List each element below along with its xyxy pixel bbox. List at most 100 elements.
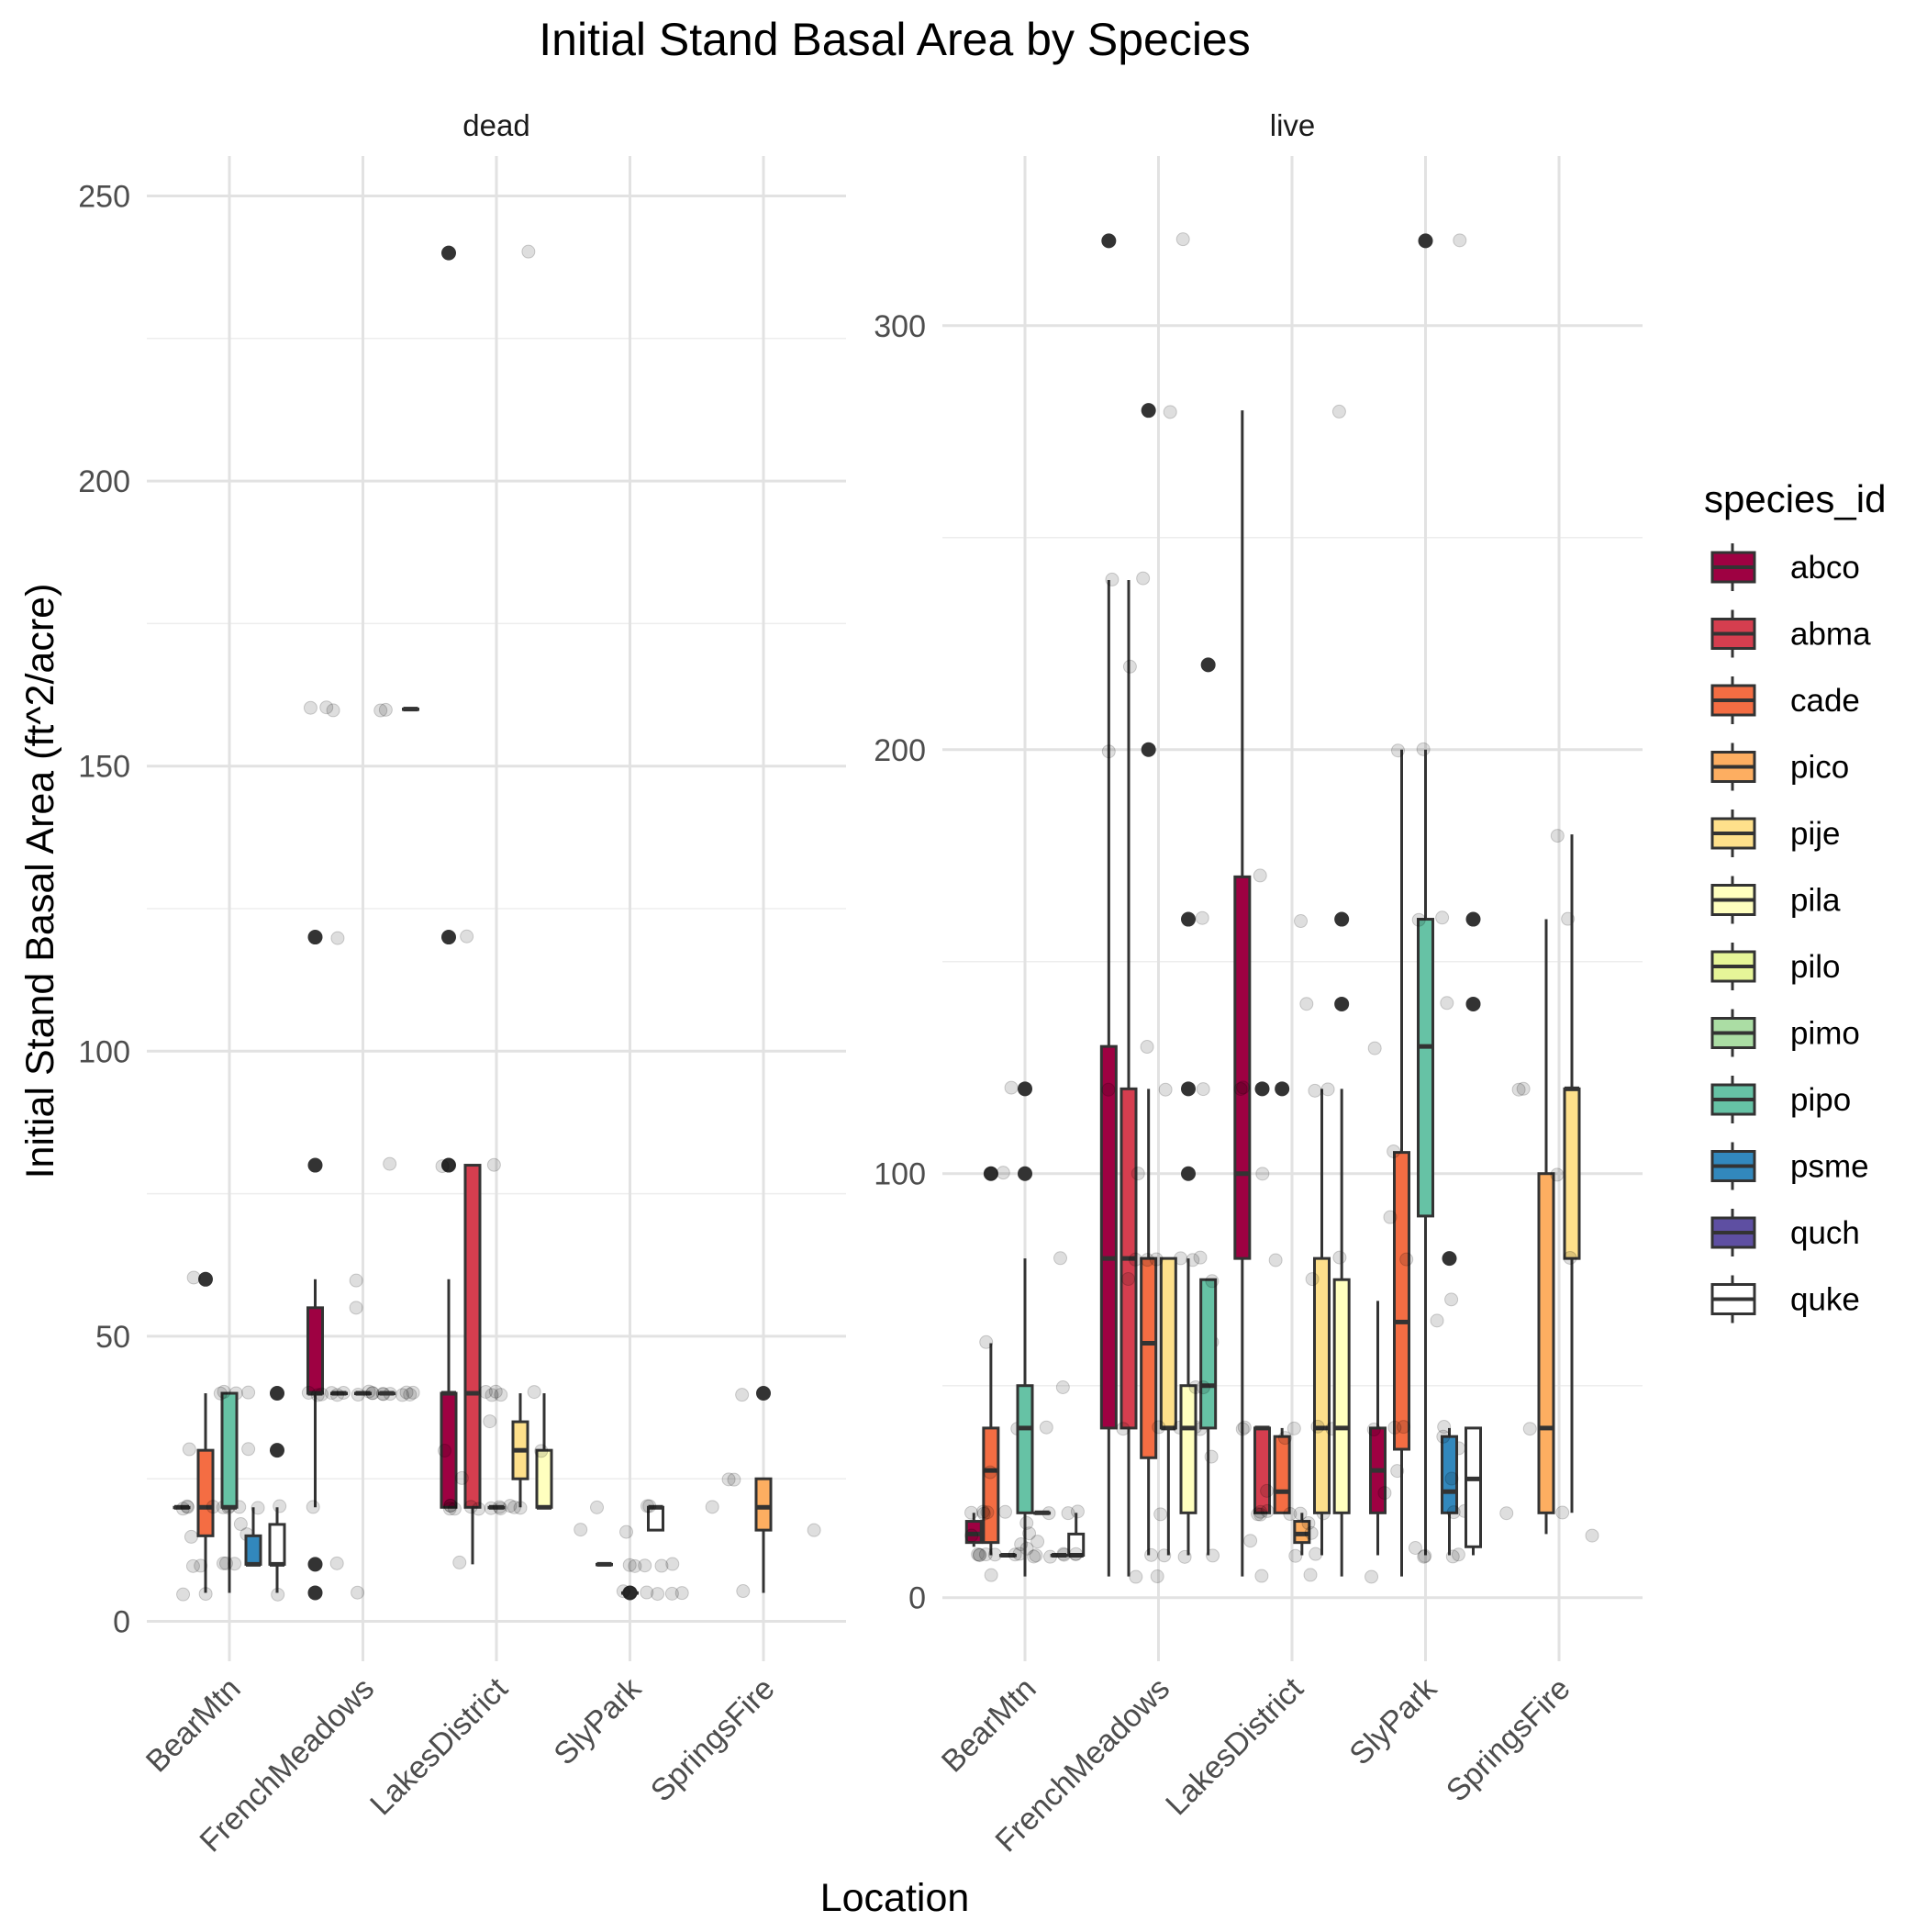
jitter-point xyxy=(1121,1272,1136,1287)
box-body xyxy=(1393,1151,1410,1451)
jitter-point xyxy=(447,1502,462,1516)
outlier-point xyxy=(1334,911,1350,927)
jitter-point xyxy=(1397,1420,1411,1435)
box-BearMtn-abco xyxy=(173,1504,191,1510)
outlier-point xyxy=(756,1386,771,1402)
jitter-point xyxy=(640,1499,655,1513)
jitter-point xyxy=(330,1388,345,1402)
jitter-point xyxy=(1301,1516,1316,1531)
jitter-point xyxy=(1157,1548,1172,1563)
box-SlyPark-abco xyxy=(1369,1301,1387,1556)
jitter-point xyxy=(980,1505,995,1520)
jitter-point xyxy=(1387,1420,1402,1435)
outlier-point xyxy=(441,245,456,261)
jitter-point xyxy=(241,1385,256,1400)
jitter-point xyxy=(1287,1421,1301,1435)
jitter-point xyxy=(638,1558,652,1573)
box-SlyPark-psme xyxy=(621,1585,639,1601)
outlier-point xyxy=(441,1157,456,1173)
box-body xyxy=(1465,1426,1482,1548)
jitter-point xyxy=(488,1384,503,1399)
jitter-point xyxy=(1149,1252,1164,1267)
box-body xyxy=(754,1477,773,1532)
y-tick-label: 100 xyxy=(874,1157,926,1192)
outlier-point xyxy=(1275,1081,1290,1097)
jitter-point xyxy=(1268,1253,1283,1268)
box-LakesDistrict-pico xyxy=(1293,1513,1311,1556)
facet-strip-dead: dead xyxy=(462,108,529,142)
box-BearMtn-psme xyxy=(244,1507,262,1567)
box-FrenchMeadows-pipo xyxy=(1199,657,1218,1556)
outlier-point xyxy=(1418,233,1433,249)
outlier-point xyxy=(270,1386,284,1402)
jitter-point xyxy=(176,1587,191,1602)
legend-label: psme xyxy=(1790,1149,1869,1185)
jitter-point xyxy=(349,1301,363,1315)
jitter-point xyxy=(972,1547,986,1562)
jitter-point xyxy=(640,1585,654,1600)
x-tick-label: SlyPark xyxy=(547,1670,648,1771)
box-body xyxy=(196,1448,215,1537)
jitter-point xyxy=(735,1388,750,1402)
jitter-point xyxy=(1136,571,1151,586)
box-body xyxy=(535,1448,553,1509)
x-tick-label: SpringsFire xyxy=(1440,1671,1577,1809)
y-axis-label: Initial Stand Basal Area (ft^2/acre) xyxy=(18,584,62,1179)
box-LakesDistrict-abco xyxy=(1233,410,1252,1577)
jitter-point xyxy=(1377,1486,1392,1501)
jitter-point xyxy=(674,1586,689,1601)
jitter-point xyxy=(1416,742,1431,756)
y-tick-label: 300 xyxy=(874,309,926,344)
jitter-point xyxy=(1053,1251,1068,1266)
jitter-point xyxy=(1243,1534,1258,1548)
jitter-point xyxy=(1550,1167,1565,1182)
jitter-point xyxy=(1004,1080,1019,1095)
legend-label: pico xyxy=(1790,750,1849,786)
jitter-point xyxy=(206,1500,220,1514)
jitter-point xyxy=(1195,910,1209,925)
jitter-point xyxy=(1331,404,1346,419)
jitter-point xyxy=(964,1505,979,1520)
legend-label: pipo xyxy=(1790,1082,1851,1118)
y-tick-label: 50 xyxy=(95,1320,130,1355)
jitter-point xyxy=(180,1499,195,1513)
box-SlyPark-pipo xyxy=(1417,233,1434,1556)
jitter-point xyxy=(622,1558,637,1572)
outlier-point xyxy=(198,1271,213,1287)
jitter-point xyxy=(1116,1422,1131,1436)
jitter-point xyxy=(336,1385,351,1400)
box-body xyxy=(1233,875,1252,1260)
outlier-point xyxy=(622,1585,638,1601)
box-BearMtn-pipo xyxy=(220,1391,239,1593)
jitter-point xyxy=(616,1584,630,1599)
jitter-point xyxy=(1101,744,1116,759)
y-tick-label: 250 xyxy=(78,179,130,214)
outlier-point xyxy=(1334,996,1350,1011)
outlier-point xyxy=(983,1166,998,1181)
jitter-point xyxy=(1030,1535,1045,1549)
jitter-point xyxy=(1193,1250,1208,1265)
legend-item-psme: psme xyxy=(1710,1142,1869,1190)
box-FrenchMeadows-cade xyxy=(354,1390,372,1396)
jitter-point xyxy=(984,1568,998,1582)
jitter-point xyxy=(1153,1507,1168,1522)
box-SlyPark-quke xyxy=(1465,911,1482,1556)
jitter-point xyxy=(1309,1547,1323,1561)
box-body xyxy=(982,1426,1000,1545)
box-body xyxy=(1253,1426,1271,1514)
jitter-point xyxy=(1308,1083,1322,1098)
jitter-point xyxy=(1163,405,1177,419)
jitter-point xyxy=(619,1524,634,1539)
jitter-point xyxy=(1305,1272,1320,1287)
jitter-point xyxy=(378,702,393,717)
jitter-point xyxy=(979,1335,994,1349)
outlier-point xyxy=(1018,1166,1032,1181)
box-BearMtn-pico xyxy=(998,1553,1017,1558)
jitter-point xyxy=(1042,1549,1057,1564)
outlier-point xyxy=(270,1443,284,1458)
outlier-point xyxy=(441,930,456,945)
box-body xyxy=(1332,1278,1351,1514)
jitter-point xyxy=(1140,1040,1154,1055)
legend-item-abma: abma xyxy=(1710,609,1871,658)
jitter-point xyxy=(1320,1082,1335,1097)
